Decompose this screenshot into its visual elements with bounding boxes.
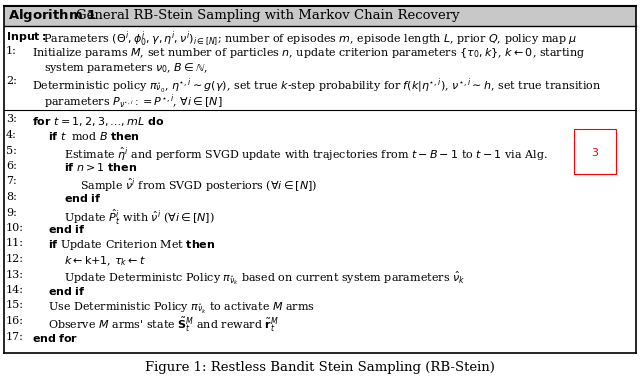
Text: Initialize params $M$, set number of particles $n$, update criterion parameters : Initialize params $M$, set number of par…: [32, 45, 585, 59]
Text: 3:: 3:: [6, 115, 17, 125]
Text: Parameters $(\Theta^i, \phi_0^i, \gamma, \eta^i, \nu^i)_{i\in[N]}$; number of ep: Parameters $(\Theta^i, \phi_0^i, \gamma,…: [43, 30, 577, 50]
Text: 12:: 12:: [6, 254, 24, 264]
Text: 16:: 16:: [6, 316, 24, 326]
Text: Estimate $\hat{\eta}^i$ and perform SVGD update with trajectories from $t - B - : Estimate $\hat{\eta}^i$ and perform SVGD…: [64, 146, 548, 163]
Text: Sample $\hat{\nu}^i$ from SVGD posteriors ($\forall i \in [N]$): Sample $\hat{\nu}^i$ from SVGD posterior…: [80, 176, 317, 195]
Text: $\mathbf{for}$ $t = 1, 2, 3, \ldots, mL$ $\mathbf{do}$: $\mathbf{for}$ $t = 1, 2, 3, \ldots, mL$…: [32, 115, 164, 128]
Text: General RB-Stein Sampling with Markov Chain Recovery: General RB-Stein Sampling with Markov Ch…: [76, 10, 460, 22]
Text: Use Deterministic Policy $\pi_{\hat{\nu}_k}$ to activate $M$ arms: Use Deterministic Policy $\pi_{\hat{\nu}…: [48, 301, 315, 315]
Text: parameters $P_{\nu^{\star,i}} := P^{\star,i}$, $\forall i \in [N]$: parameters $P_{\nu^{\star,i}} := P^{\sta…: [44, 92, 223, 110]
Text: 15:: 15:: [6, 301, 24, 311]
Text: $\mathbf{end\;if}$: $\mathbf{end\;if}$: [48, 285, 85, 297]
Text: $\mathbf{end\;for}$: $\mathbf{end\;for}$: [32, 331, 78, 344]
Text: $\mathbf{if}$ Update Criterion Met $\mathbf{then}$: $\mathbf{if}$ Update Criterion Met $\mat…: [48, 239, 216, 253]
Text: $\mathbf{Algorithm\ 1}$: $\mathbf{Algorithm\ 1}$: [8, 8, 97, 24]
Text: 1:: 1:: [6, 45, 17, 56]
Text: $\mathbf{end\;if}$: $\mathbf{end\;if}$: [48, 223, 85, 235]
FancyBboxPatch shape: [4, 6, 636, 26]
Text: 2:: 2:: [6, 77, 17, 86]
Text: Figure 1: Restless Bandit Stein Sampling (RB-Stein): Figure 1: Restless Bandit Stein Sampling…: [145, 360, 495, 373]
Text: 7:: 7:: [6, 176, 17, 187]
Text: 13:: 13:: [6, 269, 24, 280]
Text: 14:: 14:: [6, 285, 24, 295]
Text: $\mathbf{Input:}$: $\mathbf{Input:}$: [6, 30, 47, 44]
Text: $\mathbf{if}$ $t\;$ mod $B$ $\mathbf{then}$: $\mathbf{if}$ $t\;$ mod $B$ $\mathbf{the…: [48, 130, 140, 142]
Text: 10:: 10:: [6, 223, 24, 233]
Text: 6:: 6:: [6, 161, 17, 171]
Text: 9:: 9:: [6, 208, 17, 218]
Text: 11:: 11:: [6, 239, 24, 248]
Text: $\mathbf{if}$ $n > 1$ $\mathbf{then}$: $\mathbf{if}$ $n > 1$ $\mathbf{then}$: [64, 161, 138, 173]
Text: $k \leftarrow \mathrm{k}{+}1$, $\tau_k \leftarrow t$: $k \leftarrow \mathrm{k}{+}1$, $\tau_k \…: [64, 254, 146, 267]
Text: Update Deterministc Policy $\pi_{\hat{\nu}_k}$ based on current system parameter: Update Deterministc Policy $\pi_{\hat{\n…: [64, 269, 465, 287]
Text: system parameters $\nu_0$, $B \in \mathbb{N}$,: system parameters $\nu_0$, $B \in \mathb…: [44, 61, 208, 75]
Text: Deterministic policy $\pi_{\hat{\nu}_0}$, $\eta^{\star,i} \sim g(\gamma)$, set t: Deterministic policy $\pi_{\hat{\nu}_0}$…: [32, 77, 602, 96]
Text: 17:: 17:: [6, 331, 24, 341]
Text: Update $\hat{P}_t^i$ with $\hat{\nu}^i$ ($\forall i \in [N]$): Update $\hat{P}_t^i$ with $\hat{\nu}^i$ …: [64, 208, 215, 227]
Text: $\mathbf{end\;if}$: $\mathbf{end\;if}$: [64, 192, 101, 204]
Text: Observe $M$ arms' state $\tilde{\mathbf{S}}_t^M$ and reward $\tilde{\mathbf{r}}_: Observe $M$ arms' state $\tilde{\mathbf{…: [48, 316, 279, 334]
Text: 5:: 5:: [6, 146, 17, 155]
Text: 8:: 8:: [6, 192, 17, 202]
Text: 4:: 4:: [6, 130, 17, 140]
Text: $3$: $3$: [591, 146, 599, 157]
